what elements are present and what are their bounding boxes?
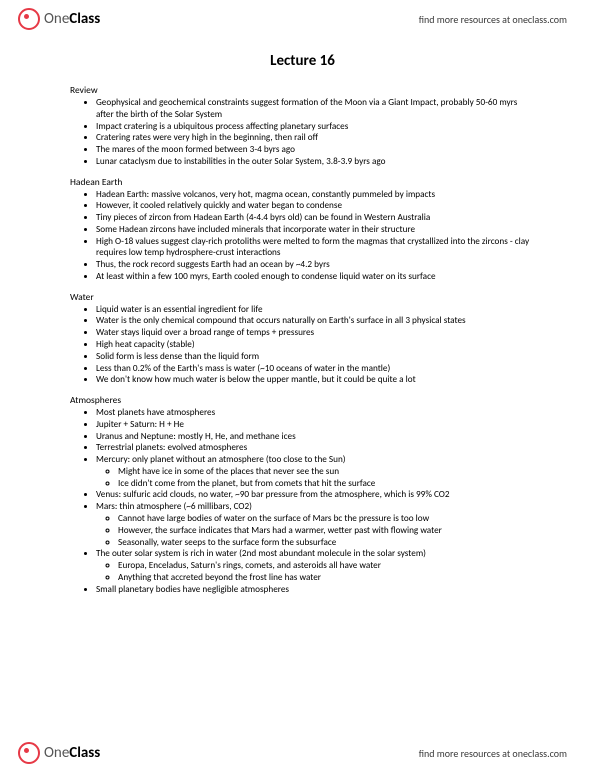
sub-list-item: However, the surface indicates that Mars… [118,525,535,537]
page-title: Lecture 16 [70,52,535,70]
sub-list-item: Seasonally, water seeps to the surface f… [118,537,535,549]
list-item: However, it cooled relatively quickly an… [96,200,535,212]
section-heading: Review [70,84,535,96]
section-heading: Water [70,291,535,303]
list-item: High O-18 values suggest clay-rich proto… [96,236,535,260]
list-item: Water stays liquid over a broad range of… [96,327,535,339]
list-item: Terrestrial planets: evolved atmospheres [96,442,535,454]
list-item: Most planets have atmospheres [96,407,535,419]
list-item: Small planetary bodies have negligible a… [96,584,535,596]
sub-list-item: Might have ice in some of the places tha… [118,466,535,478]
list-item: Water is the only chemical compound that… [96,315,535,327]
sub-list-item: Anything that accreted beyond the frost … [118,572,535,584]
bullet-list: Liquid water is an essential ingredient … [70,304,535,386]
list-item: Lunar cataclysm due to instabilities in … [96,156,535,168]
list-item: At least within a few 100 myrs, Earth co… [96,271,535,283]
list-item: Less than 0.2% of the Earth's mass is wa… [96,363,535,375]
sub-bullet-list: Might have ice in some of the places tha… [96,466,535,490]
sub-list-item: Europa, Enceladus, Saturn's rings, comet… [118,560,535,572]
list-item: Solid form is less dense than the liquid… [96,351,535,363]
list-item: Liquid water is an essential ingredient … [96,304,535,316]
brand-text: OneClass [44,10,100,28]
header: OneClass find more resources at oneclass… [0,0,595,34]
bullet-list: Geophysical and geochemical constraints … [70,97,535,168]
list-item: Venus: sulfuric acid clouds, no water, ~… [96,489,535,501]
list-item: Cratering rates were very high in the be… [96,132,535,144]
list-item: Uranus and Neptune: mostly H, He, and me… [96,431,535,443]
section-heading: Hadean Earth [70,176,535,188]
sub-bullet-list: Europa, Enceladus, Saturn's rings, comet… [96,560,535,584]
brand-icon [18,742,40,764]
list-item: Thus, the rock record suggests Earth had… [96,259,535,271]
brand-logo: OneClass [18,8,100,30]
sub-bullet-list: Cannot have large bodies of water on the… [96,513,535,548]
page-content: Lecture 16 ReviewGeophysical and geochem… [0,34,595,605]
bullet-list: Hadean Earth: massive volcanos, very hot… [70,189,535,283]
brand-icon [18,8,40,30]
footer-link[interactable]: find more resources at oneclass.com [419,747,567,760]
brand-logo-footer: OneClass [18,742,100,764]
sub-list-item: Ice didn't come from the planet, but fro… [118,478,535,490]
list-item: High heat capacity (stable) [96,339,535,351]
list-item: The outer solar system is rich in water … [96,548,535,583]
section-heading: Atmospheres [70,394,535,406]
brand-text: OneClass [44,744,100,762]
list-item: Impact cratering is a ubiquitous process… [96,121,535,133]
list-item: We don't know how much water is below th… [96,374,535,386]
footer: OneClass find more resources at oneclass… [0,742,595,764]
list-item: Hadean Earth: massive volcanos, very hot… [96,189,535,201]
list-item: The mares of the moon formed between 3-4… [96,144,535,156]
list-item: Geophysical and geochemical constraints … [96,97,535,121]
list-item: Some Hadean zircons have included minera… [96,224,535,236]
list-item: Mars: thin atmosphere (~6 millibars, CO2… [96,501,535,548]
list-item: Tiny pieces of zircon from Hadean Earth … [96,212,535,224]
header-link[interactable]: find more resources at oneclass.com [419,13,567,26]
sub-list-item: Cannot have large bodies of water on the… [118,513,535,525]
list-item: Mercury: only planet without an atmosphe… [96,454,535,489]
bullet-list: Most planets have atmospheresJupiter + S… [70,407,535,595]
list-item: Jupiter + Saturn: H + He [96,419,535,431]
